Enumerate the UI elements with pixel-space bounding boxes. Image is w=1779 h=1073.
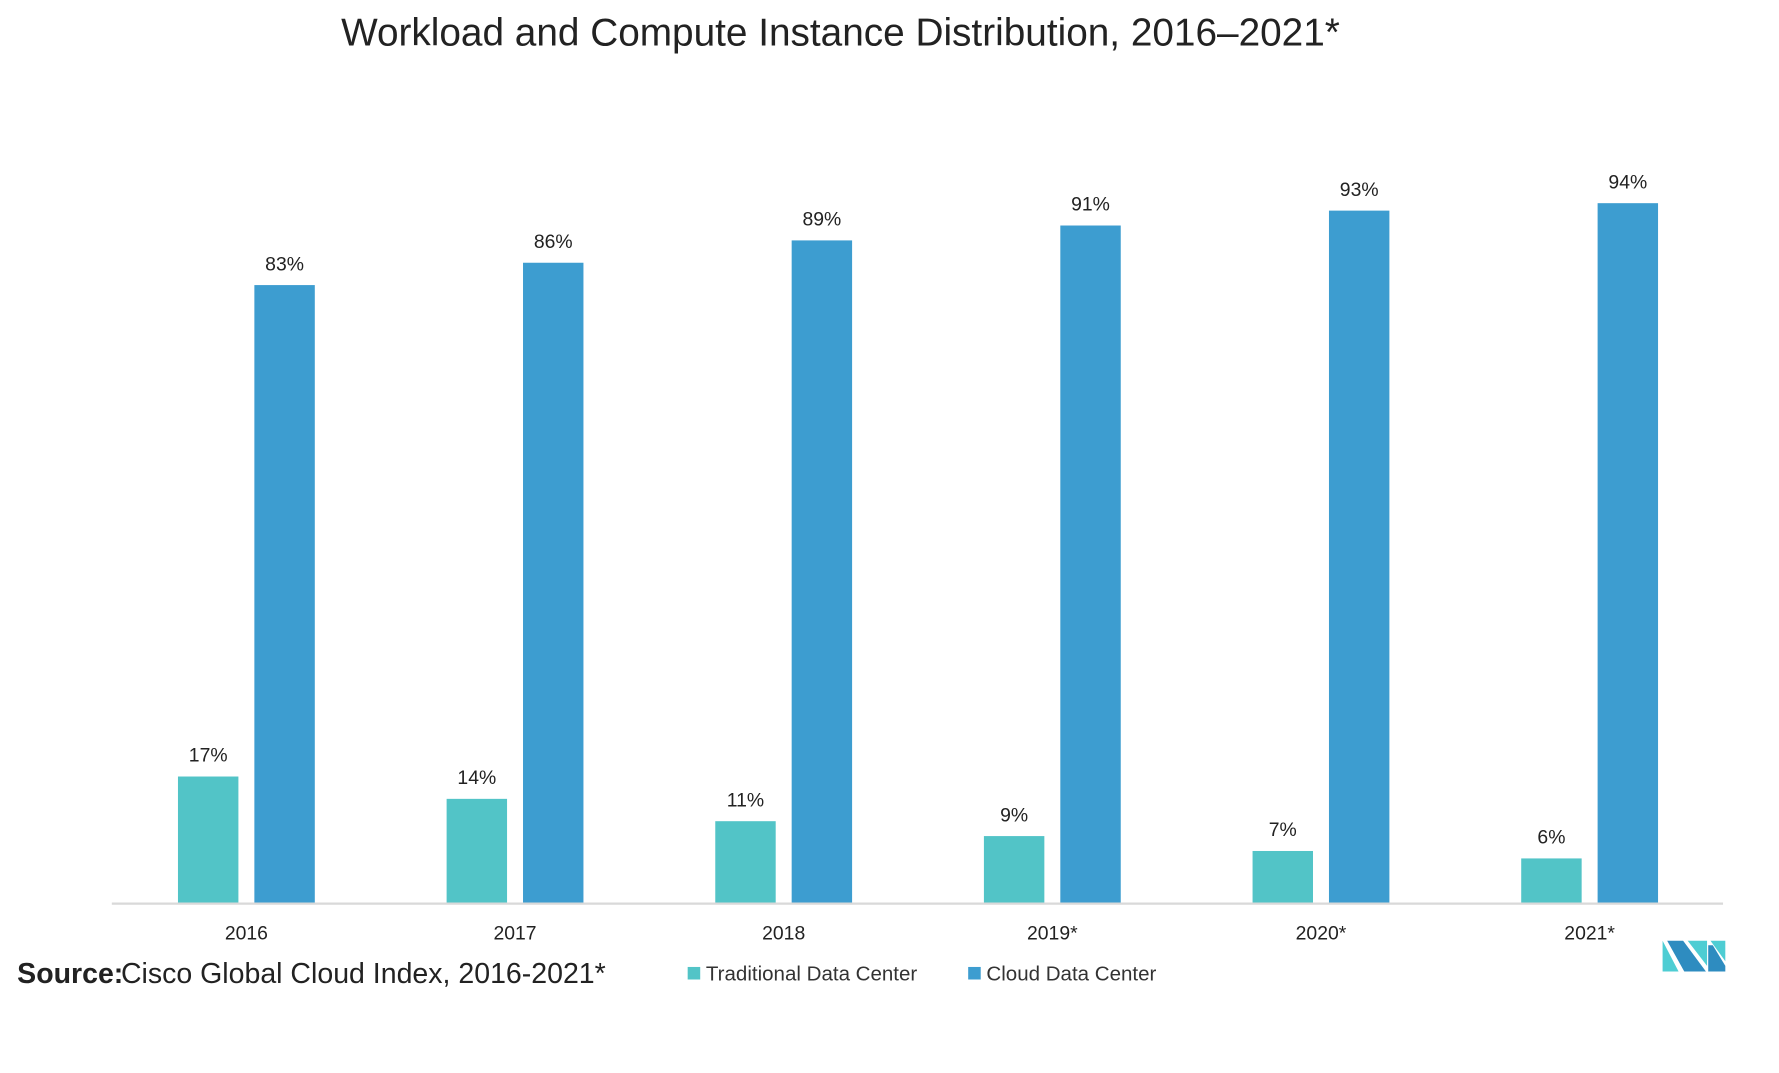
data-label: 93% — [1340, 179, 1379, 201]
data-label: 89% — [802, 209, 841, 231]
x-tick-label: 2020* — [1296, 923, 1347, 945]
data-label: 91% — [1071, 194, 1110, 216]
bar-cloud-2016 — [254, 285, 315, 904]
data-label: 7% — [1269, 819, 1297, 841]
bar-traditional-2020 — [1252, 850, 1313, 904]
data-label: 9% — [1000, 804, 1028, 826]
bar-traditional-2021 — [1521, 858, 1582, 904]
legend-label-traditional: Traditional Data Center — [706, 963, 918, 986]
bar-cloud-2017 — [523, 262, 584, 904]
x-tick-label: 2019* — [1027, 923, 1078, 945]
data-label: 94% — [1608, 171, 1647, 193]
x-tick-label: 2021* — [1564, 923, 1615, 945]
bar-cloud-2019 — [1060, 225, 1121, 904]
legend-label-cloud: Cloud Data Center — [986, 963, 1156, 986]
bar-cloud-2020 — [1328, 210, 1390, 904]
data-label: 6% — [1537, 827, 1565, 849]
x-tick-label: 2018 — [762, 923, 805, 945]
x-tick-label: 2016 — [225, 923, 268, 945]
bars-group: 17% 83% 14% 86% 11% 89% 9% 91% 7% 93% 6% 94% — [177, 171, 1659, 904]
legend-swatch-traditional — [687, 966, 701, 980]
bar-traditional-2016 — [177, 776, 239, 904]
source-label: Source: — [17, 958, 123, 990]
chart-title: Workload and Compute Instance Distributi… — [341, 12, 1340, 55]
data-label: 86% — [534, 231, 573, 253]
data-label: 11% — [727, 789, 764, 811]
bar-traditional-2017 — [446, 798, 508, 904]
legend-swatch-cloud — [968, 966, 981, 980]
data-label: 14% — [457, 767, 496, 789]
bar-cloud-2021 — [1597, 203, 1659, 904]
data-label: 17% — [189, 745, 228, 767]
x-tick-labels: 2016 2017 2018 2019* 2020* 2021* — [225, 923, 1616, 945]
bar-traditional-2018 — [715, 821, 776, 904]
source-text: Cisco Global Cloud Index, 2016-2021* — [121, 958, 606, 990]
x-tick-label: 2017 — [493, 923, 536, 945]
mordor-logo-icon — [1662, 940, 1726, 972]
data-label: 83% — [265, 253, 304, 275]
bar-cloud-2018 — [791, 240, 853, 904]
bar-traditional-2019 — [983, 836, 1045, 904]
